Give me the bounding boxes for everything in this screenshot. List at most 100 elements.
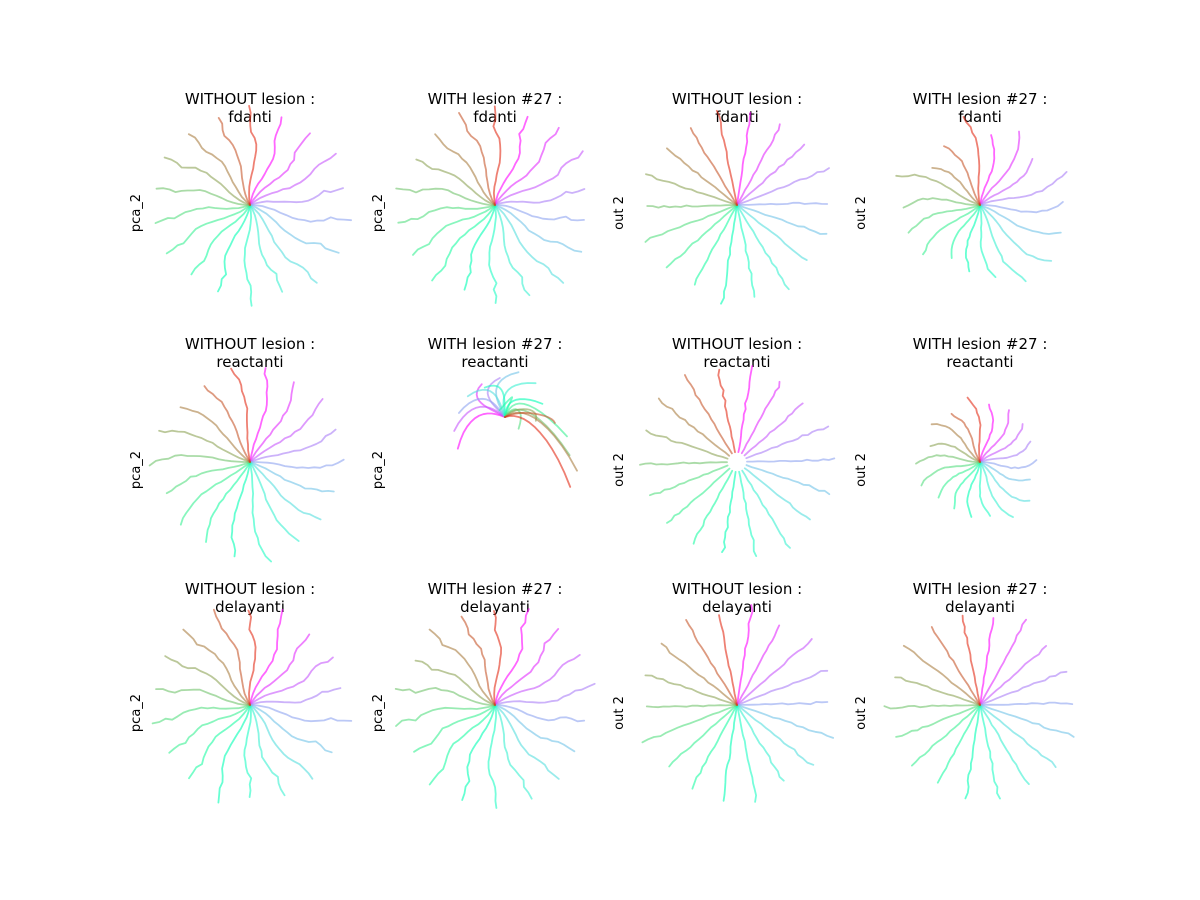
trajectory-line: [736, 111, 752, 206]
trajectory-line: [979, 204, 997, 278]
trajectory-line: [950, 412, 981, 463]
trajectory-line: [745, 464, 831, 496]
y-axis-label: pca_2: [371, 694, 386, 732]
trajectory-line: [412, 204, 496, 256]
trajectory-line: [494, 150, 584, 206]
trajectory-line: [736, 704, 815, 766]
trajectory-line: [931, 167, 981, 206]
trajectory-line: [894, 676, 981, 706]
trajectory-line: [249, 461, 335, 493]
trajectory-line: [155, 187, 251, 206]
trajectory-line: [736, 143, 806, 206]
trajectory-line: [979, 704, 1030, 785]
trajectory-line: [249, 187, 344, 206]
subplot-title-condition: WITHOUT lesion :: [185, 580, 315, 598]
trajectory-line: [722, 704, 738, 802]
trajectory-line: [979, 461, 1031, 482]
trajectory-line: [498, 396, 513, 418]
trajectory-line: [943, 145, 981, 206]
trajectory-line: [646, 204, 738, 209]
trajectory-line: [249, 428, 337, 463]
trajectory-line: [494, 204, 585, 222]
trajectory-line: [736, 704, 785, 782]
trajectory-line: [743, 402, 804, 457]
subplot-title: WITH lesion #27 : reactanti: [913, 335, 1048, 371]
subplot-3-3: WITHOUT lesion : delayanti out 2: [612, 580, 834, 803]
trajectory-line: [979, 618, 1027, 706]
subplot-title: WITH lesion #27 : delayanti: [913, 580, 1048, 616]
trajectory-line: [979, 423, 1024, 463]
trajectory-line: [979, 704, 1001, 800]
trajectory-line: [168, 704, 251, 754]
trajectory-line: [979, 670, 1068, 706]
trajectory-line: [461, 704, 496, 801]
trajectory-line: [979, 461, 1014, 518]
trajectory-line: [979, 459, 1038, 470]
trajectory-line: [979, 204, 1053, 262]
trajectory-line: [494, 188, 586, 206]
subplot-title-condition: WITHOUT lesion :: [672, 90, 802, 108]
trajectory-line: [249, 608, 284, 706]
trajectory-line: [736, 669, 829, 706]
subplot-title-condition: WITH lesion #27 :: [913, 580, 1048, 598]
trajectory-line: [915, 454, 981, 465]
subplot-title-condition: WITHOUT lesion :: [672, 580, 802, 598]
trajectory-line: [979, 171, 1068, 206]
trajectory-line: [453, 405, 506, 432]
trajectory-line: [187, 133, 251, 206]
trajectory-line: [249, 132, 311, 206]
trajectory-line: [413, 704, 496, 753]
trajectory-line: [740, 380, 781, 455]
trajectory-line: [486, 377, 506, 418]
trajectory-line: [907, 204, 981, 234]
trajectory-line: [883, 704, 981, 710]
trajectory-line: [641, 704, 738, 744]
trajectory-line: [666, 467, 731, 524]
trajectory-line: [979, 158, 1034, 206]
trajectory-line: [979, 204, 1062, 235]
trajectory-line: [979, 461, 1031, 502]
trajectory-line: [249, 458, 345, 469]
trajectory-line: [736, 204, 808, 261]
trajectory-line: [494, 126, 560, 206]
trajectory-line: [249, 204, 340, 254]
y-axis-label: out 2: [854, 696, 869, 730]
trajectory-line: [155, 688, 251, 706]
trajectory-line: [692, 469, 734, 545]
subplot-3-4: WITH lesion #27 : delayanti out 2: [854, 580, 1075, 800]
subplot-2-1: WITHOUT lesion : reactanti pca_2: [129, 335, 345, 563]
trajectory-line: [966, 461, 981, 518]
trajectory-line: [962, 116, 981, 206]
trajectory-line: [205, 461, 251, 543]
y-axis-label: pca_2: [371, 194, 386, 232]
trajectory-line: [895, 173, 981, 206]
trajectory-line: [249, 367, 269, 463]
trajectory-line: [249, 461, 322, 521]
trajectory-line: [930, 626, 981, 706]
y-axis-label: pca_2: [129, 451, 144, 489]
trajectory-line: [190, 204, 251, 276]
trajectory-line: [243, 704, 253, 798]
trajectory-line: [929, 442, 981, 463]
subplot-title-task: delayanti: [702, 598, 772, 616]
trajectory-line: [911, 704, 981, 767]
trajectory-line: [639, 461, 728, 466]
trajectory-line: [736, 604, 754, 706]
trajectory-line: [693, 204, 738, 286]
trajectory-line: [668, 704, 738, 768]
trajectory-line: [487, 704, 498, 809]
trajectory-line: [721, 471, 737, 553]
trajectory-line: [494, 682, 596, 706]
trajectory-line: [736, 624, 781, 706]
trajectory-line: [249, 461, 300, 542]
trajectory-line: [736, 201, 829, 206]
trajectory-line: [736, 204, 828, 235]
trajectory-line: [434, 133, 496, 206]
trajectory-line: [504, 411, 556, 424]
y-axis-label: out 2: [612, 196, 627, 230]
trajectory-line: [158, 429, 251, 463]
trajectory-line: [717, 368, 736, 454]
trajectory-line: [715, 109, 738, 206]
trajectory-line: [243, 204, 253, 307]
